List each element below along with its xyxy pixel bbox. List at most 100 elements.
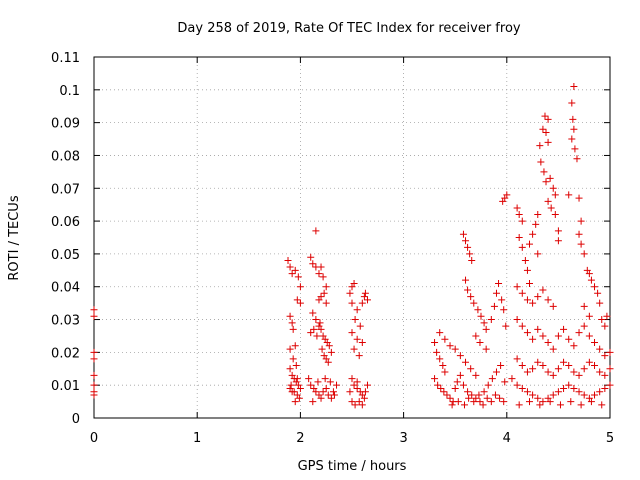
data-point [462, 276, 470, 284]
data-point [508, 375, 516, 383]
data-point [523, 329, 531, 337]
data-point [502, 322, 510, 330]
data-point [606, 381, 614, 389]
data-point [496, 394, 504, 402]
data-point [292, 361, 300, 369]
data-point [554, 332, 562, 340]
data-point [317, 325, 325, 333]
data-point [448, 401, 456, 409]
data-point [549, 371, 557, 379]
data-point [472, 371, 480, 379]
data-point [291, 398, 299, 406]
data-point [565, 191, 573, 199]
data-point [570, 384, 578, 392]
data-point [353, 384, 361, 392]
data-point [353, 306, 361, 314]
data-point [544, 339, 552, 347]
data-point [453, 378, 461, 386]
data-point [436, 329, 444, 337]
x-tick-label: 1 [193, 431, 201, 446]
data-point [358, 339, 366, 347]
data-point [501, 378, 509, 386]
data-point [322, 384, 330, 392]
data-point [577, 240, 585, 248]
data-points [90, 83, 614, 409]
data-point [462, 358, 470, 366]
data-point [322, 299, 330, 307]
data-point [518, 243, 526, 251]
data-point [591, 339, 599, 347]
data-point [568, 135, 576, 143]
data-point [570, 342, 578, 350]
data-point [577, 217, 585, 225]
data-point [570, 83, 578, 91]
data-point [309, 260, 317, 268]
data-point [565, 361, 573, 369]
data-point [483, 394, 491, 402]
data-point [601, 322, 609, 330]
data-point [443, 391, 451, 399]
data-point [488, 375, 496, 383]
data-point [307, 253, 315, 261]
data-point [515, 211, 523, 219]
data-point [90, 371, 98, 379]
data-point [523, 388, 531, 396]
data-point [596, 388, 604, 396]
data-point [296, 384, 304, 392]
data-point [358, 401, 366, 409]
y-tick-label: 0.04 [51, 281, 80, 296]
data-point [560, 325, 568, 333]
data-point [580, 365, 588, 373]
data-point [587, 398, 595, 406]
data-point [90, 348, 98, 356]
data-point [596, 299, 604, 307]
data-point [437, 384, 445, 392]
data-point [284, 256, 292, 264]
data-point [532, 220, 540, 228]
data-point [513, 283, 521, 291]
data-point [317, 263, 325, 271]
data-point [286, 365, 294, 373]
data-point [544, 138, 552, 146]
data-point [568, 99, 576, 107]
data-point [441, 368, 449, 376]
data-point [464, 243, 472, 251]
data-point [295, 394, 303, 402]
data-point [431, 339, 439, 347]
data-point [329, 388, 337, 396]
data-point [570, 368, 578, 376]
y-tick-label: 0.1 [59, 84, 80, 99]
data-point [551, 211, 559, 219]
data-point [490, 302, 498, 310]
data-point [456, 371, 464, 379]
data-point [446, 342, 454, 350]
data-point [289, 325, 297, 333]
data-point [451, 345, 459, 353]
data-point [288, 270, 296, 278]
data-point [90, 381, 98, 389]
data-point [330, 391, 338, 399]
data-point [551, 191, 559, 199]
data-point [441, 335, 449, 343]
data-point [526, 279, 534, 287]
data-point [462, 237, 470, 245]
data-point [327, 348, 335, 356]
data-point [309, 309, 317, 317]
data-point [539, 125, 547, 133]
data-point [580, 250, 588, 258]
data-point [585, 312, 593, 320]
data-point [596, 345, 604, 353]
data-point [534, 250, 542, 258]
data-point [431, 375, 439, 383]
x-tick-label: 2 [296, 431, 304, 446]
data-point [351, 316, 359, 324]
data-point [596, 368, 604, 376]
data-point [498, 296, 506, 304]
data-point [454, 398, 462, 406]
data-point [477, 312, 485, 320]
data-point [529, 335, 537, 343]
data-point [324, 358, 332, 366]
data-point [305, 375, 313, 383]
data-point [286, 263, 294, 271]
data-point [355, 352, 363, 360]
